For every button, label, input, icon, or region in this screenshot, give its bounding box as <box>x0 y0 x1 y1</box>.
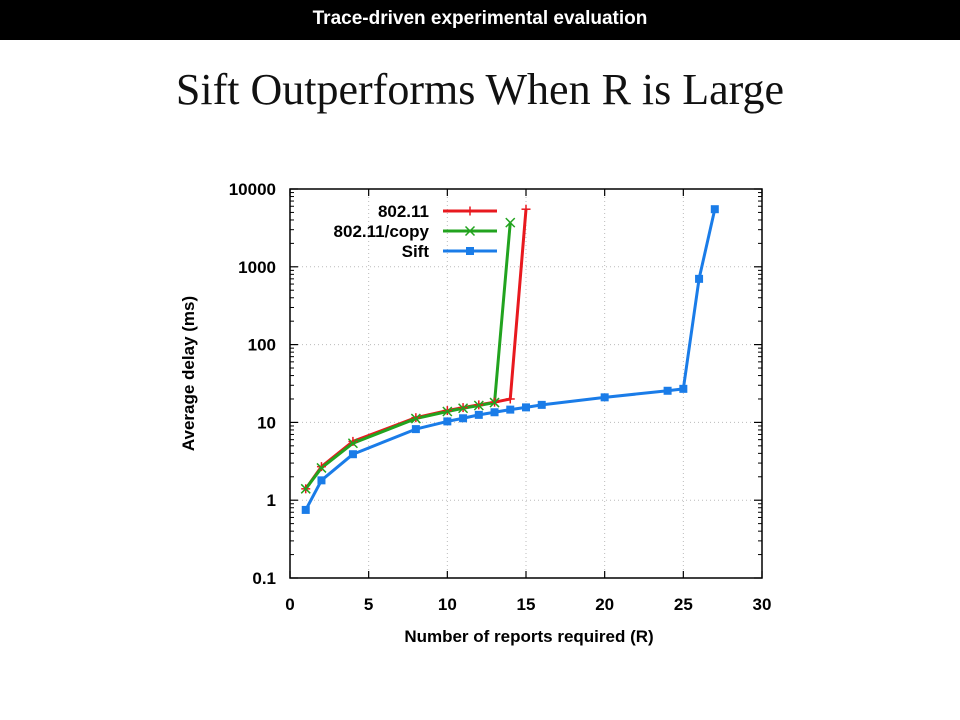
data-point-802-11 <box>521 204 531 214</box>
y-axis-label: Average delay (ms) <box>179 296 198 451</box>
y-tick-label: 1 <box>267 491 276 510</box>
data-point-802-11-copy <box>489 397 500 408</box>
data-point-sift <box>317 476 326 485</box>
plot-frame <box>289 188 763 579</box>
data-point-802-11-copy <box>458 403 469 414</box>
data-point-sift <box>443 417 452 426</box>
x-tick-label: 20 <box>595 595 614 614</box>
slide-title: Sift Outperforms When R is Large <box>175 65 785 114</box>
data-point-sift <box>459 414 468 423</box>
data-point-802-11-copy <box>473 400 484 411</box>
data-point-802-11-copy <box>316 462 327 473</box>
chart-grid <box>289 188 763 579</box>
y-tick-label: 0.1 <box>252 569 276 588</box>
data-point-sift <box>663 386 672 395</box>
data-point-802-11-copy <box>347 438 358 449</box>
data-point-sift <box>537 400 546 409</box>
x-tick-labels: 0 5 10 15 20 25 30 <box>285 595 771 614</box>
x-tick-label: 5 <box>364 595 373 614</box>
data-point-802-11 <box>316 462 326 472</box>
y-tick-label: 100 <box>248 336 276 355</box>
data-point-802-11-copy <box>442 406 453 417</box>
series-markers <box>300 204 719 514</box>
legend-marker-802-11 <box>465 206 475 216</box>
header-banner: Trace-driven experimental evaluation <box>0 0 960 40</box>
data-point-sift <box>474 410 483 419</box>
data-point-sift <box>301 505 310 514</box>
data-point-sift <box>600 393 609 402</box>
data-point-sift <box>679 384 688 393</box>
x-tick-label: 25 <box>674 595 693 614</box>
data-point-sift <box>506 405 515 414</box>
series-line-sift <box>304 208 717 511</box>
banner-text: Trace-driven experimental evaluation <box>312 8 648 29</box>
series-lines <box>304 208 717 511</box>
legend-label-sift: Sift <box>402 242 430 261</box>
legend-marker-802-11-copy <box>464 225 476 237</box>
y-tick-labels: 0.1 1 10 100 1000 10000 <box>229 180 276 588</box>
data-point-sift <box>522 403 530 412</box>
x-tick-label: 15 <box>517 595 536 614</box>
axis-ticks <box>289 188 763 579</box>
data-point-802-11-copy <box>410 413 421 424</box>
data-point-802-11 <box>348 436 358 446</box>
data-point-802-11-copy <box>300 483 311 494</box>
y-tick-label: 10 <box>257 413 276 432</box>
y-tick-label: 10000 <box>229 180 276 199</box>
data-point-sift <box>348 450 357 459</box>
legend-label-802-11-copy: 802.11/copy <box>334 222 430 241</box>
y-tick-label: 1000 <box>238 258 276 277</box>
series-line-802-11-copy <box>304 222 512 490</box>
data-point-sift <box>490 408 499 417</box>
x-axis-label: Number of reports required (R) <box>404 627 653 646</box>
legend-label-802-11: 802.11 <box>378 202 429 221</box>
data-point-sift <box>695 274 704 283</box>
data-point-802-11-copy <box>505 217 516 228</box>
legend-marker-sift <box>466 247 474 255</box>
x-tick-label: 30 <box>753 595 772 614</box>
x-tick-label: 10 <box>438 595 457 614</box>
data-point-802-11 <box>505 394 515 404</box>
x-tick-label: 0 <box>285 595 294 614</box>
data-point-sift <box>411 425 420 434</box>
data-point-sift <box>710 205 719 214</box>
